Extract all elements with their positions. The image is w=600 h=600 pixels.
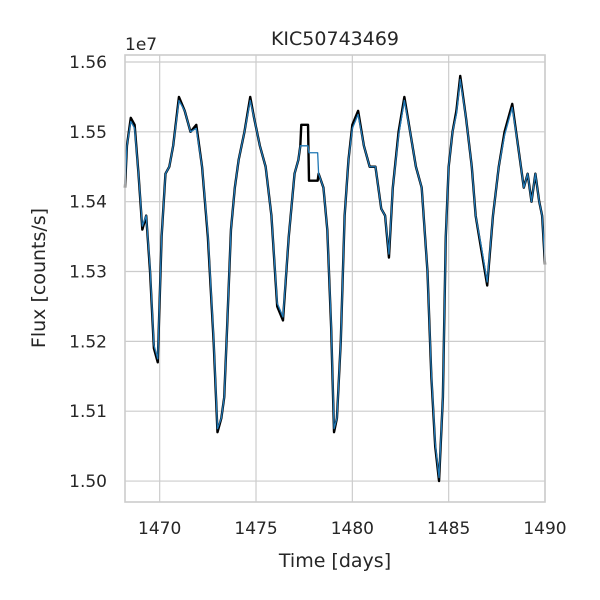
x-tick-label: 1475: [234, 519, 277, 539]
x-tick-label: 1470: [138, 519, 181, 539]
plot-frame: [124, 54, 546, 503]
y-tick-label: 1.54: [69, 193, 107, 213]
flux-line-black: [123, 74, 547, 483]
y-tick-label: 1.50: [69, 472, 107, 492]
y-tick-labels: 1.50 1.51 1.52 1.53 1.54 1.55 1.56: [69, 53, 107, 492]
x-tick-label: 1490: [523, 519, 566, 539]
y-axis-label: Flux [counts/s]: [28, 208, 50, 348]
y-tick-label: 1.52: [69, 332, 107, 352]
chart-title: KIC50743469: [271, 28, 399, 50]
y-offset-label: 1e7: [125, 35, 157, 55]
y-tick-label: 1.55: [69, 123, 107, 143]
x-tick-labels: 1470 1475 1480 1485 1490: [138, 519, 567, 539]
y-tick-label: 1.51: [69, 402, 107, 422]
series-layer: [123, 74, 547, 483]
x-tick-label: 1485: [427, 519, 470, 539]
x-tick-label: 1480: [331, 519, 374, 539]
flux-line-blue: [124, 78, 546, 479]
x-axis-label: Time [days]: [278, 550, 391, 572]
y-tick-label: 1.53: [69, 263, 107, 283]
y-tick-label: 1.56: [69, 53, 107, 73]
